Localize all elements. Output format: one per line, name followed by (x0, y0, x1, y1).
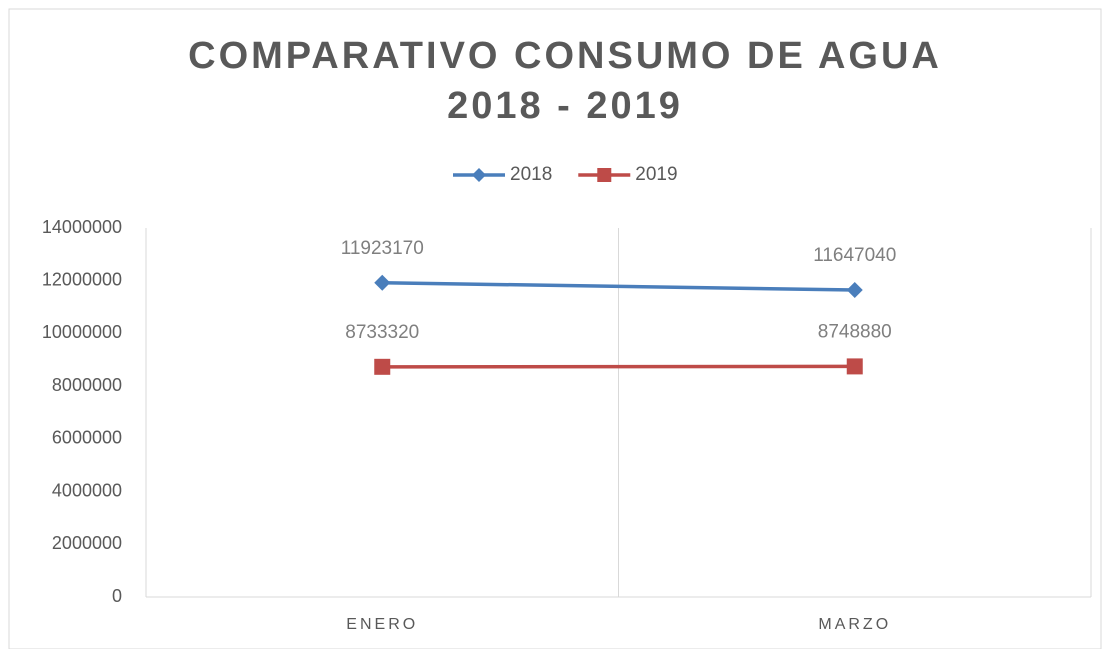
legend-label: 2019 (635, 164, 677, 185)
chart-title: COMPARATIVO CONSUMO DE AGUA (188, 35, 942, 77)
legend-label: 2018 (510, 164, 552, 185)
point (374, 358, 391, 375)
y-tick-label: 10000000 (42, 322, 122, 342)
chart-border (8, 8, 1102, 649)
series-line (382, 280, 855, 292)
legend-marker (472, 168, 486, 182)
data-label: 11647040 (813, 245, 896, 266)
point (374, 274, 391, 291)
point (846, 358, 863, 375)
y-tick-label: 4000000 (52, 480, 122, 500)
y-tick-label: 0 (112, 586, 122, 606)
data-label: 11923170 (341, 238, 424, 259)
y-tick-label: 12000000 (42, 269, 122, 289)
y-tick-label: 6000000 (52, 428, 122, 448)
legend-marker (597, 168, 612, 182)
x-tick-label: ENERO (346, 616, 418, 633)
y-tick-label: 2000000 (52, 533, 122, 553)
chart-title: 2018 - 2019 (447, 85, 683, 127)
data-label: 8733320 (345, 322, 419, 343)
data-label: 8748880 (818, 321, 892, 342)
point (846, 282, 863, 299)
y-tick-label: 14000000 (42, 217, 122, 237)
y-tick-label: 8000000 (52, 375, 122, 395)
x-tick-label: MARZO (818, 616, 891, 633)
